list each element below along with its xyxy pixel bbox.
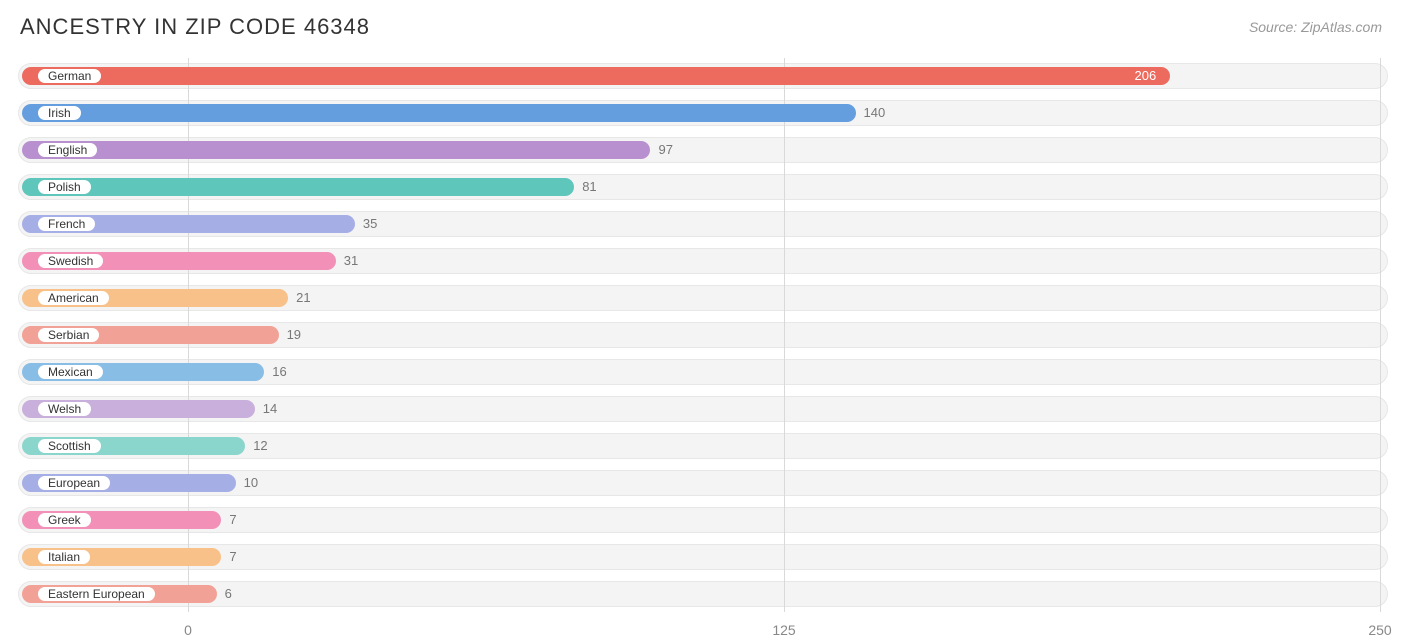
bar-row: Scottish 12 (18, 428, 1388, 464)
category-label-pill: English (36, 141, 99, 159)
chart-title: ANCESTRY IN ZIP CODE 46348 (20, 14, 370, 40)
value-label: 97 (658, 141, 672, 159)
category-label-pill: Irish (36, 104, 83, 122)
chart-area: German206Irish140English97Polish81French… (18, 58, 1388, 644)
bar-row: Greek 7 (18, 502, 1388, 538)
value-label: 31 (344, 252, 358, 270)
value-label: 7 (229, 548, 236, 566)
bar (22, 104, 856, 122)
value-label: 10 (244, 474, 258, 492)
bar-track (18, 507, 1388, 533)
value-label: 35 (363, 215, 377, 233)
plot-region: German 206 Irish 140 English 97 Polish 81 French… (18, 58, 1388, 612)
bar-track (18, 544, 1388, 570)
bar-row: French 35 (18, 206, 1388, 242)
x-axis: 0 125 250 (18, 616, 1388, 644)
bar-row: Serbian 19 (18, 317, 1388, 353)
bar-row: Mexican 16 (18, 354, 1388, 390)
category-label-pill: Mexican (36, 363, 105, 381)
bar (22, 178, 574, 196)
x-tick-label: 125 (772, 622, 795, 638)
category-label-pill: Scottish (36, 437, 103, 455)
value-label: 7 (229, 511, 236, 529)
category-label-pill: American (36, 289, 111, 307)
value-label: 12 (253, 437, 267, 455)
bar-row: English 97 (18, 132, 1388, 168)
category-label-pill: French (36, 215, 97, 233)
bar-track (18, 581, 1388, 607)
bar-row: Swedish 31 (18, 243, 1388, 279)
bar-row: Welsh 14 (18, 391, 1388, 427)
x-tick-label: 0 (184, 622, 192, 638)
category-label-pill: Greek (36, 511, 93, 529)
bar-row: German 206 (18, 58, 1388, 94)
bar (22, 141, 650, 159)
gridline (784, 58, 785, 612)
category-label-pill: German (36, 67, 103, 85)
category-label-pill: Eastern European (36, 585, 157, 603)
category-label-pill: Swedish (36, 252, 105, 270)
bar-row: Polish 81 (18, 169, 1388, 205)
bar-row: Italian 7 (18, 539, 1388, 575)
value-label: 16 (272, 363, 286, 381)
category-label-pill: Italian (36, 548, 92, 566)
gridline (1380, 58, 1381, 612)
value-label: 81 (582, 178, 596, 196)
source-attribution: Source: ZipAtlas.com (1249, 19, 1382, 35)
bar-row: Irish 140 (18, 95, 1388, 131)
category-label-pill: Polish (36, 178, 93, 196)
bar (22, 67, 1170, 85)
value-label: 21 (296, 289, 310, 307)
x-tick-label: 250 (1368, 622, 1391, 638)
bar-row: Eastern European 6 (18, 576, 1388, 612)
value-label: 206 (1135, 67, 1157, 85)
bar-row: American 21 (18, 280, 1388, 316)
category-label-pill: Serbian (36, 326, 101, 344)
value-label: 19 (287, 326, 301, 344)
value-label: 14 (263, 400, 277, 418)
category-label-pill: European (36, 474, 112, 492)
bar-row: European 10 (18, 465, 1388, 501)
value-label: 6 (225, 585, 232, 603)
value-label: 140 (864, 104, 886, 122)
category-label-pill: Welsh (36, 400, 93, 418)
